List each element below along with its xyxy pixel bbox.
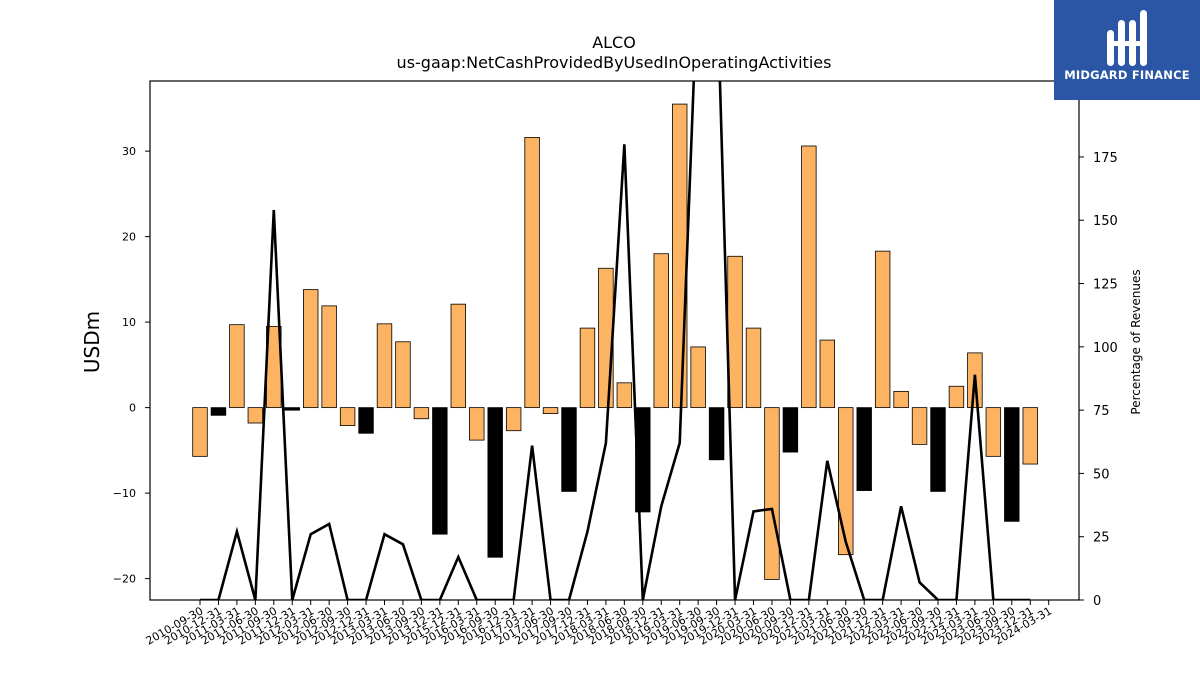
bar-2019-03-31 [672,103,688,409]
bar-2012-12-31 [358,407,374,434]
bar-2020-03-31 [745,327,762,409]
bar-2016-03-31 [469,407,485,441]
chart-subtitle: us-gaap:NetCashProvidedByUsedInOperating… [397,53,832,72]
bar-2019-06-30 [690,346,706,409]
bar-2023-09-30 [1004,407,1020,522]
y-tick-label: −20 [113,573,136,586]
bar-2010-12-31 [210,407,227,416]
bar-2015-12-31 [450,303,467,409]
bar-2022-09-30 [930,407,946,492]
y2-tick-label: 150 [1093,214,1118,229]
bar-2022-12-31 [948,385,965,409]
plot-frame [149,80,1080,601]
line-layer [200,81,1031,600]
midgard-logo-icon [1107,10,1147,66]
chart-title: ALCO [592,33,636,52]
bar-2020-12-31 [801,145,817,409]
y2-tick-label: 0 [1093,594,1101,609]
bar-2021-09-30 [856,407,872,491]
bar-2020-06-30 [764,407,780,580]
y-axis-label: USDm [80,311,104,373]
y2-tick-label: 125 [1093,278,1118,293]
y-tick-label: 20 [122,231,136,244]
brand-logo-text: MIDGARD FINANCE [1064,68,1190,82]
bar-2021-12-31 [874,250,891,409]
y-tick-label: 10 [122,316,136,329]
bar-2013-12-31 [432,407,448,535]
bar-2021-03-31 [819,339,836,409]
x-axis: 2010-09-302010-12-312011-03-312011-06-30… [144,600,1054,648]
right-axis: 0 25 50 75 100 125 150 175 [1079,151,1118,609]
bar-2010-09-30 [192,407,208,457]
bar-2022-06-30 [911,407,928,445]
bar-2017-12-31 [579,327,596,409]
y2-tick-label: 100 [1093,341,1118,356]
bar-2022-03-31 [893,390,909,409]
bar-2023-12-31 [1022,407,1038,465]
y2-tick-label: 75 [1093,404,1110,419]
bar-2017-06-30 [542,407,559,415]
y-tick-label: 30 [122,145,136,158]
bar-2011-12-31 [284,407,300,411]
bar-2017-03-31 [524,137,540,409]
bar-2018-06-30 [616,382,633,409]
bar-2012-03-31 [302,289,319,409]
bar-2019-09-30 [708,407,725,461]
y-tick-label: −10 [113,487,136,500]
bar-2016-09-30 [487,407,503,558]
y2-tick-label: 50 [1093,467,1110,482]
bar-2012-09-30 [339,407,356,426]
bar-2013-09-30 [413,407,430,420]
bar-2012-06-30 [321,305,337,409]
bar-2017-09-30 [561,407,577,492]
bar-2016-12-31 [505,407,522,432]
y2-tick-label: 175 [1093,151,1118,166]
bar-2011-03-31 [229,324,245,409]
left-axis: −20 −10 0 10 20 30 [113,145,150,586]
y-tick-label: 0 [129,402,136,415]
bar-2013-03-31 [376,323,393,409]
bar-2020-09-30 [782,407,799,453]
percentage-line [200,81,1031,600]
bar-2018-12-31 [653,253,669,409]
bar-2021-06-30 [838,407,854,556]
bar-2023-06-30 [985,407,1002,457]
y2-tick-label: 25 [1093,531,1110,546]
bar-2011-06-30 [247,407,264,424]
y2-axis-label: Percentage of Revenues [1129,269,1143,414]
bars-layer [192,103,1038,580]
bar-2013-06-30 [395,341,411,409]
brand-logo: MIDGARD FINANCE [1054,0,1200,100]
bar-2018-03-31 [598,267,614,409]
